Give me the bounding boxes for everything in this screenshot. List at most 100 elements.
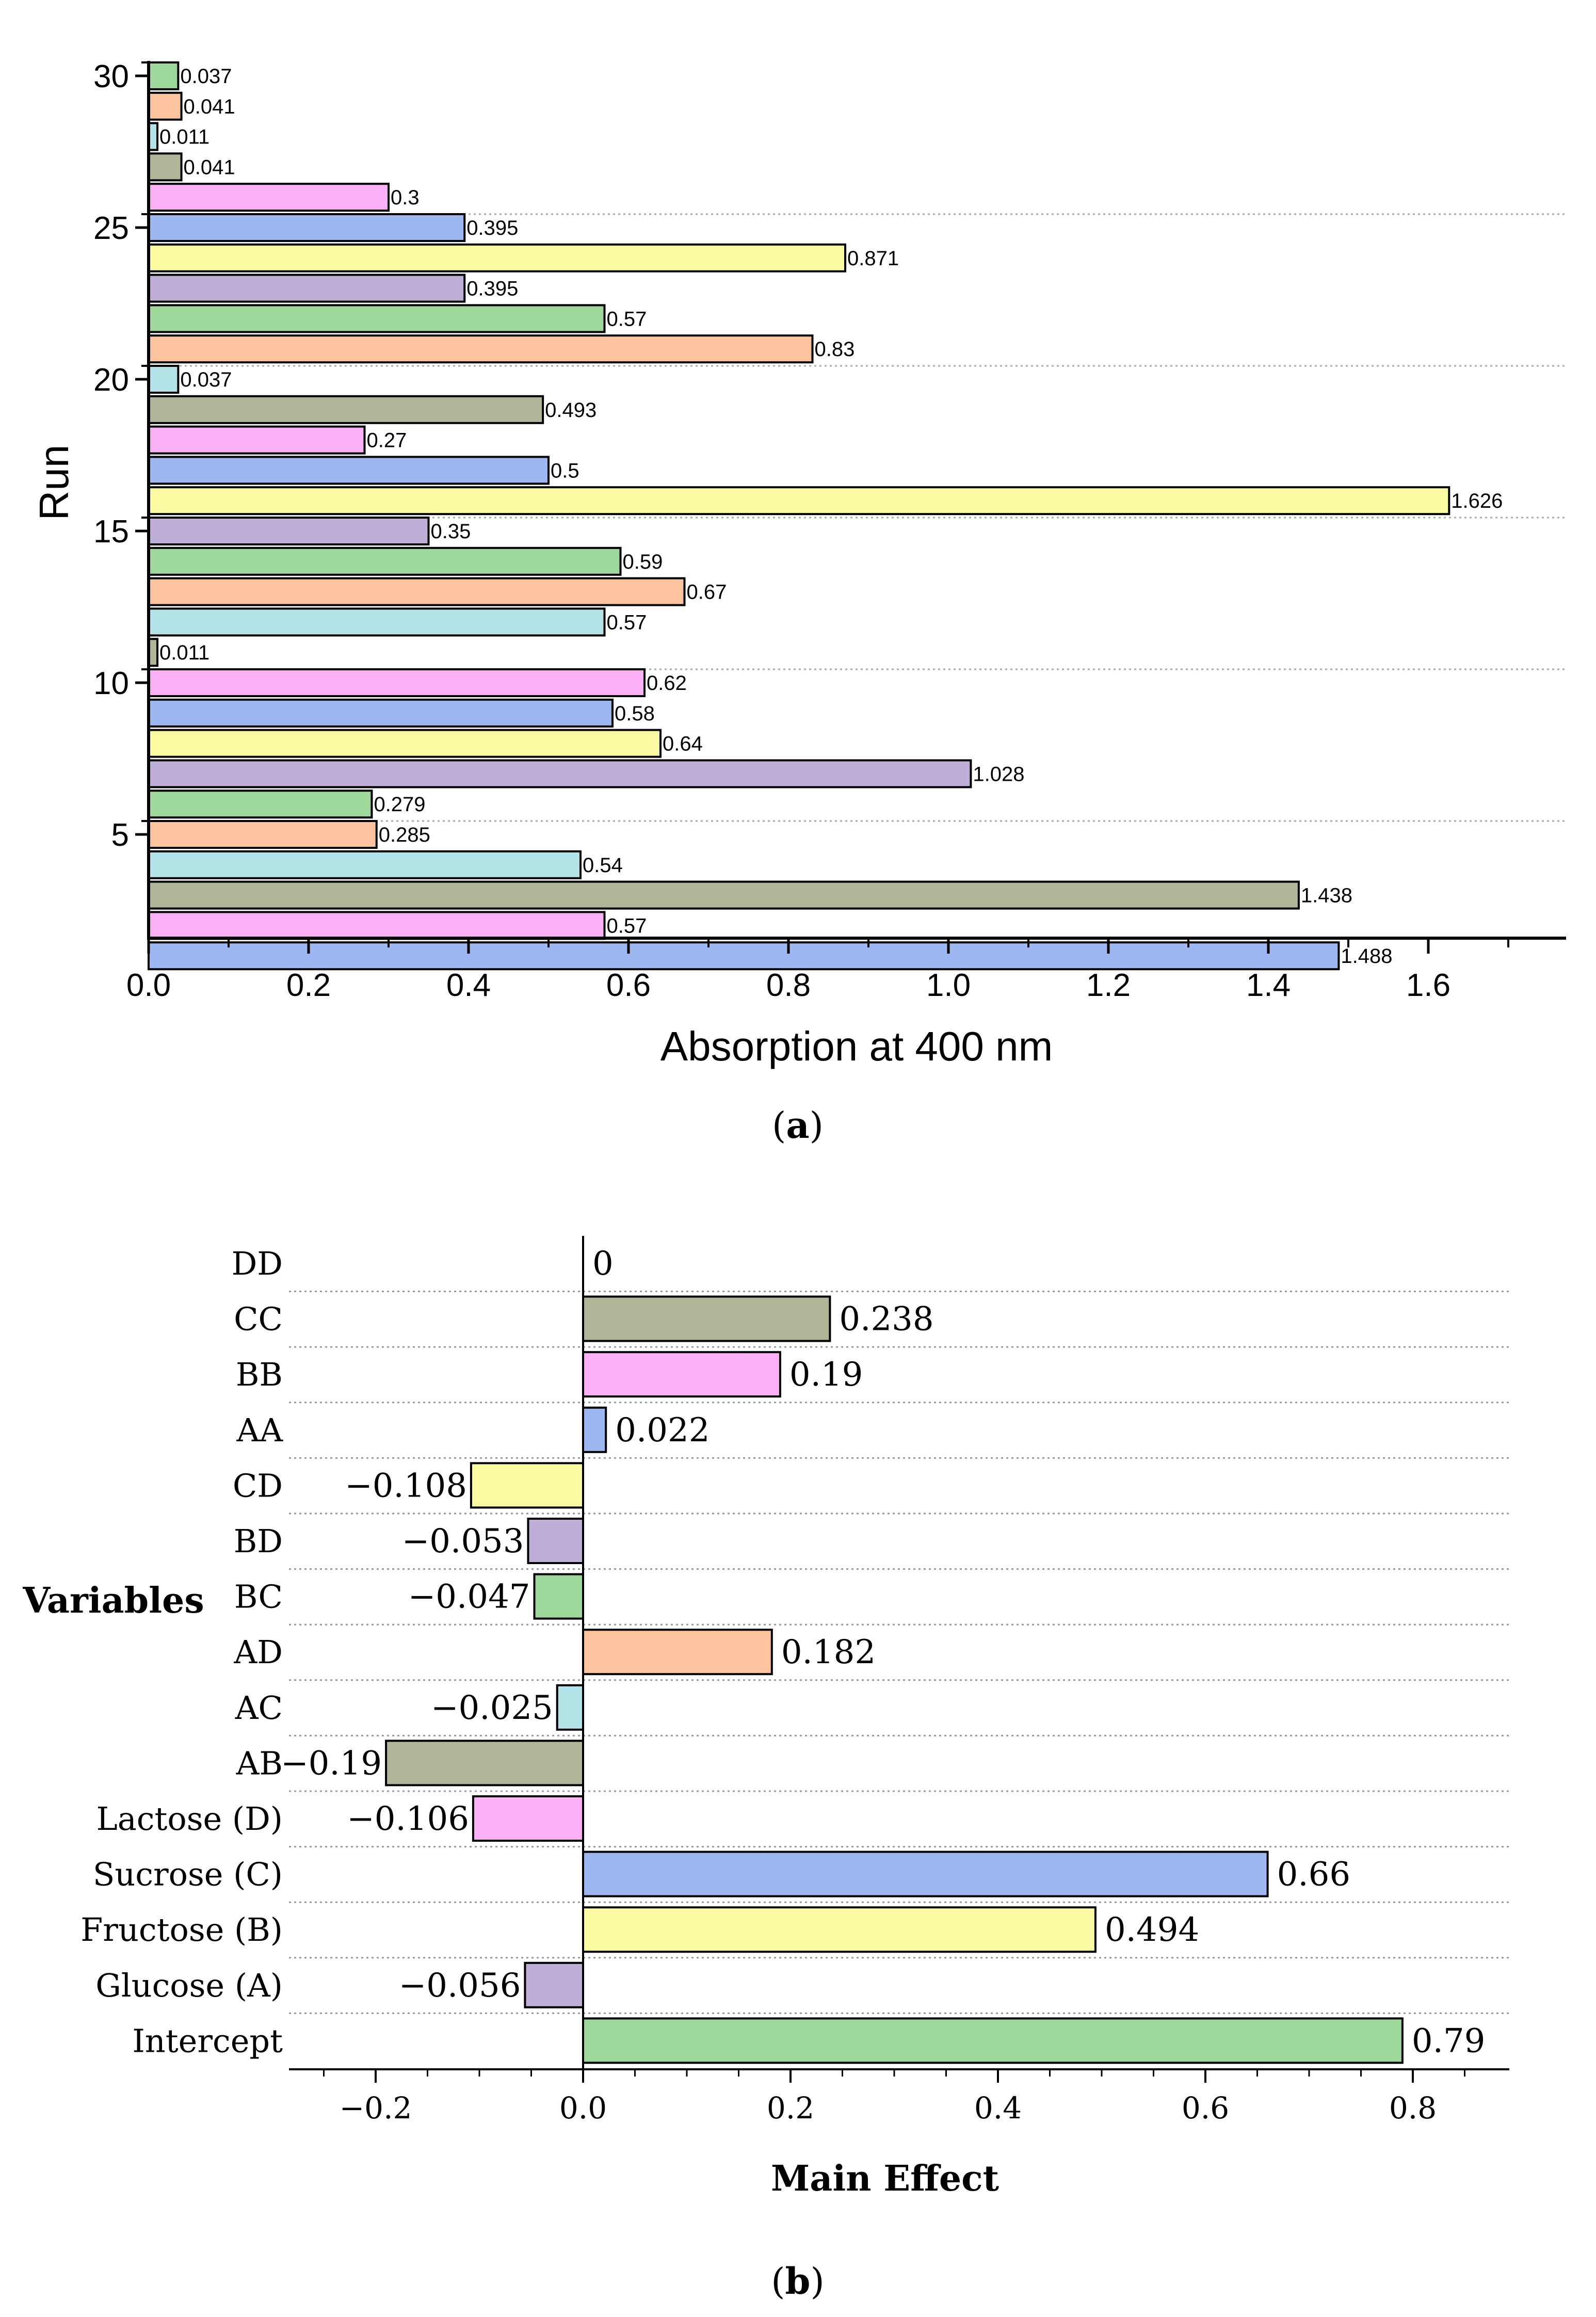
panel-a-data-label: 0.58: [615, 702, 655, 725]
panel-a-y-tick-label: 10: [93, 666, 129, 701]
panel-a-bar: [148, 334, 814, 364]
panel-b-data-labels: 0.79 −0.056 0.494 0.66 −0.106 −0.19 −0.025 0.18…: [281, 1245, 1485, 2060]
panel-a-bar: [148, 183, 390, 212]
panel-a-caption-letter: a: [786, 1104, 809, 1147]
panel-a-bar: [148, 152, 183, 182]
panel-b-bar: [556, 1684, 584, 1731]
panel-b-x-tick-label: 0.4: [974, 2090, 1022, 2126]
panel-a-bar: [148, 698, 614, 728]
panel-a-data-label: 0.27: [367, 429, 407, 452]
panel-b-category-label: AD: [234, 1633, 283, 1671]
panel-b-x-axis-title: Main Effect: [771, 2158, 999, 2199]
panel-a-x-tick-label: 0.4: [446, 968, 491, 1003]
panel-b-bar: [385, 1740, 584, 1787]
panel-a-bar: [148, 395, 544, 424]
panel-a-bars: [148, 61, 1450, 971]
panel-a-data-label: 0.64: [663, 733, 703, 755]
panel-a-data-label: 0.041: [184, 95, 235, 118]
panel-a-y-tick-label: 30: [93, 59, 129, 94]
panel-a-data-label: 0.871: [847, 247, 899, 270]
panel-b-data-label: −0.056: [399, 1967, 521, 2005]
panel-a-caption: (a): [772, 1104, 824, 1147]
panel-b-category-label: AA: [236, 1411, 283, 1449]
panel-a-x-tick-label: 1.0: [926, 968, 971, 1003]
panel-a-x-tick-label: 0.6: [606, 968, 651, 1003]
panel-a-data-labels: 1.488 0.57 1.438 0.54 0.285 0.279 1.028 0.64 0.5…: [159, 65, 1503, 968]
panel-b-gridlines: [289, 1291, 1509, 2014]
panel-a-bar: [148, 61, 180, 90]
panel-b-x-tick-label: −0.2: [340, 2090, 412, 2126]
panel-b-category-label: BB: [236, 1356, 283, 1393]
panel-a-data-label: 0.285: [379, 824, 430, 846]
panel-a-x-tick-label: 0.2: [286, 968, 331, 1003]
panel-a-bar: [148, 668, 646, 697]
panel-b-data-label: 0.182: [781, 1633, 876, 1671]
panel-a-bar: [148, 517, 430, 545]
panel-a-y-axis-title: Run: [31, 445, 77, 521]
panel-a-x-tick-label: 1.2: [1086, 968, 1131, 1003]
panel-b-x-tick-label: 0.2: [767, 2090, 814, 2126]
panel-a-y-ticks: 5 10 15 20 25 30: [93, 59, 149, 853]
panel-b-x-ticks: −0.2 0.0 0.2 0.4 0.6 0.8: [323, 2069, 1465, 2126]
panel-a-x-axis-title: Absorption at 400 nm: [660, 1023, 1053, 1069]
panel-a-bar: [148, 577, 686, 606]
panel-a-bar: [148, 273, 466, 303]
panel-b-chart: 0.79 −0.056 0.494 0.66 −0.106 −0.19 −0.025 0.18…: [22, 1236, 1509, 2303]
panel-a-data-label: 0.395: [466, 278, 518, 300]
panel-b-category-label: CD: [233, 1467, 283, 1504]
panel-a-data-label: 1.438: [1301, 884, 1352, 907]
panel-b-x-tick-label: 0.0: [559, 2090, 607, 2126]
panel-b-category-label: Glucose (A): [95, 1967, 283, 2004]
panel-a-y-tick-label: 20: [93, 362, 129, 398]
panel-a-x-tick-label: 1.4: [1246, 968, 1291, 1003]
panel-a-chart: 1.488 0.57 1.438 0.54 0.285 0.279 1.028 0.64 0.5…: [31, 59, 1566, 1147]
panel-b-bar: [472, 1795, 584, 1842]
panel-b-data-label: −0.053: [402, 1522, 524, 1560]
panel-a-x-tick-label: 1.6: [1406, 968, 1450, 1003]
panel-b-x-tick-label: 0.6: [1182, 2090, 1229, 2126]
panel-b-data-label: −0.19: [281, 1744, 382, 1782]
panel-a-x-tick-label: 0.0: [126, 968, 171, 1003]
panel-b-bar: [582, 2017, 1404, 2064]
panel-a-bar: [148, 941, 1340, 971]
panel-a-bar: [148, 820, 378, 849]
panel-b-category-label: Intercept: [132, 2022, 283, 2059]
panel-a-data-label: 0.54: [583, 854, 623, 877]
panel-b-category-labels: Intercept Glucose (A) Fructose (B) Sucrose …: [80, 1245, 283, 2059]
panel-b-category-label: BD: [234, 1522, 283, 1560]
panel-b-category-label: AC: [235, 1689, 283, 1727]
panel-b-category-label: Sucrose (C): [93, 1856, 283, 1893]
panel-a-data-label: 0.493: [545, 399, 597, 422]
panel-b-bar: [582, 1351, 781, 1398]
panel-b-data-label: −0.106: [347, 1800, 469, 1838]
panel-a-bar: [148, 546, 622, 576]
panel-b-category-label: Lactose (D): [96, 1800, 283, 1838]
panel-a-data-label: 1.028: [973, 763, 1024, 785]
panel-b-bar: [582, 1906, 1097, 1953]
panel-b-data-label: −0.108: [345, 1467, 467, 1505]
panel-a-data-label: 0.037: [180, 368, 232, 391]
panel-a-data-label: 0.67: [687, 581, 727, 604]
panel-b-data-label: −0.025: [431, 1689, 553, 1727]
panel-b-data-label: −0.047: [408, 1578, 530, 1616]
panel-a-x-tick-label: 0.8: [766, 968, 811, 1003]
panel-a-data-label: 1.488: [1341, 945, 1392, 968]
panel-a-data-label: 0.62: [647, 672, 687, 695]
panel-a-bar: [148, 880, 1300, 910]
panel-a-data-label: 0.395: [466, 217, 518, 239]
panel-a-data-label: 0.011: [159, 126, 209, 149]
panel-b-data-label: 0.494: [1105, 1911, 1199, 1949]
panel-a-bar: [148, 213, 466, 242]
panel-b-bar: [582, 1295, 831, 1342]
panel-b-data-label: 0.238: [839, 1300, 933, 1339]
panel-b-bar: [533, 1573, 585, 1620]
panel-a-data-label: 0.011: [159, 641, 209, 664]
panel-a-data-label: 0.037: [180, 65, 232, 88]
panel-a-bar: [148, 486, 1450, 516]
panel-a-data-label: 0.041: [184, 156, 235, 179]
panel-b-category-label: DD: [232, 1245, 283, 1282]
panel-a-y-tick-label: 15: [93, 514, 129, 550]
panel-b-caption: (b): [771, 2260, 825, 2303]
panel-a-data-label: 0.57: [607, 308, 647, 330]
